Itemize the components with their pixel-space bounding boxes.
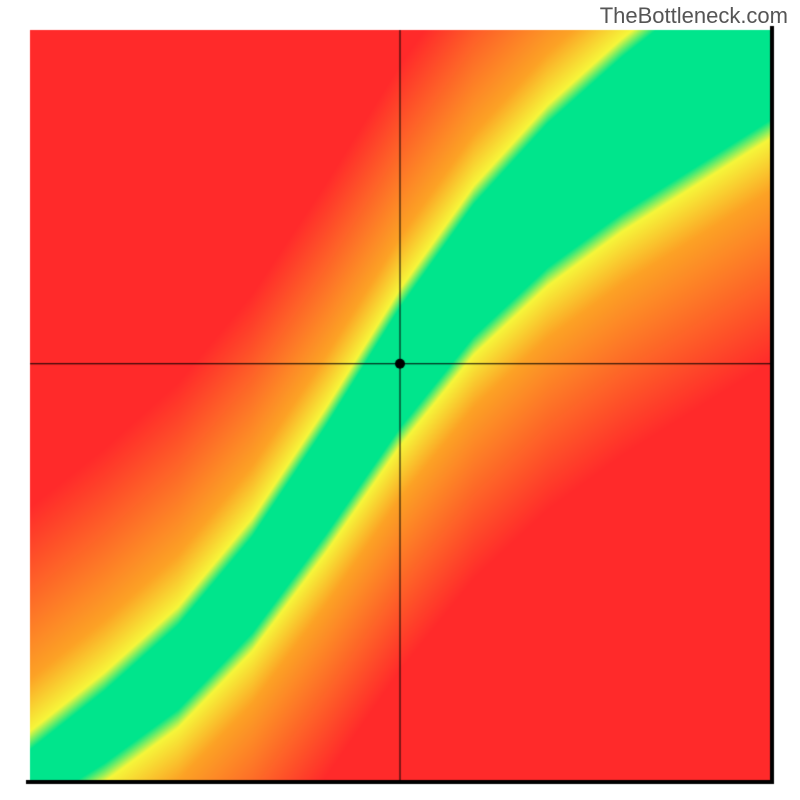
bottleneck-heatmap bbox=[0, 0, 800, 800]
chart-container: TheBottleneck.com bbox=[0, 0, 800, 800]
watermark-text: TheBottleneck.com bbox=[600, 3, 788, 29]
